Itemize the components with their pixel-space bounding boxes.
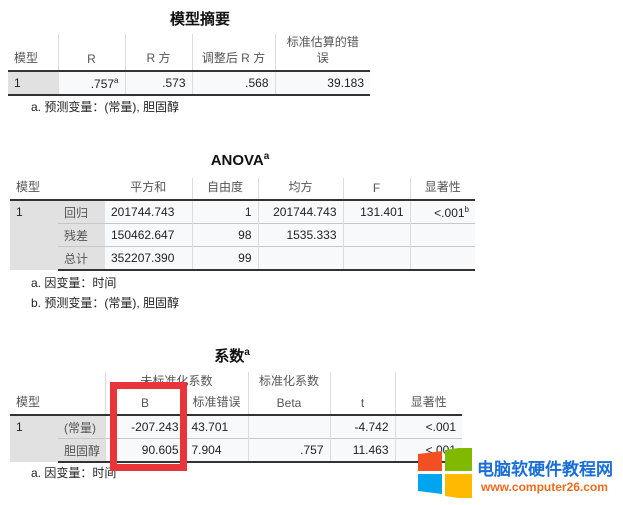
- se-value: 43.701: [184, 414, 249, 439]
- windows-logo-icon: [418, 448, 472, 498]
- header-se: 标准错误: [184, 393, 249, 416]
- anova-footnote-a: a. 因变量：时间: [31, 276, 117, 290]
- coefficients-title: 系数a: [214, 347, 250, 365]
- r2-value: .573: [124, 70, 192, 96]
- highlight-box: [110, 382, 187, 471]
- ss-value: 150462.647: [105, 223, 192, 247]
- header-t: t: [329, 393, 396, 416]
- row-label: 总计: [58, 246, 105, 271]
- coefficients-table: 未标准化系数 标准化系数 模型 B 标准错误 Beta t 显著性 1 (常量)…: [10, 372, 463, 463]
- header-f: F: [342, 178, 410, 201]
- model-number: 1: [10, 199, 58, 270]
- table-row: 1 回归 201744.743 1 201744.743 131.401 <.0…: [10, 199, 475, 270]
- header-ss: 平方和: [105, 178, 192, 201]
- header-b: B: [104, 393, 185, 416]
- header-r: R: [57, 34, 125, 72]
- header-model: 模型: [10, 393, 58, 416]
- row-label: (常量): [58, 414, 105, 439]
- header-sig: 显著性: [394, 393, 463, 416]
- adj-r2-value: .568: [191, 70, 275, 96]
- f-value: [342, 246, 410, 271]
- df-value: 1: [191, 199, 258, 224]
- header-blank: [394, 372, 463, 393]
- t-value: -4.742: [329, 414, 396, 439]
- df-value: 98: [191, 223, 258, 247]
- header-ms: 均方: [257, 178, 343, 201]
- header-blank: [58, 393, 105, 416]
- row-label: 胆固醇: [58, 438, 105, 463]
- se-value: 39.183: [274, 70, 370, 96]
- t-value: 11.463: [329, 438, 396, 463]
- model-number: 1: [10, 414, 58, 462]
- watermark-name: 电脑软硬件教程网: [477, 460, 613, 479]
- r-value: .757a: [57, 70, 125, 96]
- model-number: 1: [8, 70, 58, 96]
- header-blank: [58, 178, 105, 201]
- sig-value: [409, 223, 475, 247]
- header-model: 模型: [10, 178, 58, 201]
- b-value: -207.243: [104, 414, 185, 439]
- f-value: [342, 223, 410, 247]
- model-summary-table: 模型 R R 方 调整后 R 方 标准估算的错误 1 .757a .573 .5…: [8, 34, 370, 96]
- logo-pane-yellow: [445, 474, 472, 498]
- sig-value: <.001b: [409, 199, 475, 224]
- header-se: 标准估算的错误: [274, 34, 370, 72]
- anova-table: 模型 平方和 自由度 均方 F 显著性 1 回归 201744.743 1 20…: [10, 178, 475, 271]
- row-label: 回归: [58, 199, 105, 224]
- watermark-url: www.computer26.com: [481, 480, 608, 494]
- header-adj-r2: 调整后 R 方: [191, 34, 275, 72]
- sig-value: <.001: [394, 414, 463, 439]
- logo-pane-blue: [418, 474, 442, 494]
- df-value: 99: [191, 246, 258, 271]
- model-summary-footnote: a. 预测变量：(常量), 胆固醇: [31, 100, 180, 114]
- f-value: 131.401: [342, 199, 410, 224]
- header-df: 自由度: [191, 178, 258, 201]
- beta-value: .757: [247, 438, 331, 463]
- sig-value: [409, 246, 475, 271]
- anova-title: ANOVAa: [210, 151, 270, 169]
- ss-value: 352207.390: [105, 246, 192, 271]
- header-blank: [329, 372, 396, 393]
- header-sig: 显著性: [409, 178, 475, 201]
- ms-value: [257, 246, 343, 271]
- logo-pane-green: [445, 448, 472, 471]
- header-model: 模型: [8, 34, 58, 72]
- table-row: 1 (常量) -207.243 43.701 -4.742 <.001: [10, 414, 463, 462]
- ms-value: 1535.333: [257, 223, 343, 247]
- model-summary-title: 模型摘要: [169, 11, 230, 28]
- coefficients-footnote: a. 因变量：时间: [31, 466, 117, 480]
- se-value: 7.904: [184, 438, 249, 463]
- table-row: 总计 352207.390 99: [10, 246, 475, 271]
- b-value: 90.605: [104, 438, 185, 463]
- table-row: 残差 150462.647 98 1535.333: [10, 223, 475, 247]
- table-row: 胆固醇 90.605 7.904 .757 11.463 <.001: [10, 438, 463, 463]
- ss-value: 201744.743: [105, 199, 192, 224]
- header-blank: [58, 372, 105, 393]
- row-label: 残差: [58, 223, 105, 247]
- header-standardized: 标准化系数: [247, 372, 331, 393]
- beta-value: [247, 414, 331, 439]
- anova-footnote-b: b. 预测变量：(常量), 胆固醇: [31, 296, 180, 310]
- header-blank: [10, 372, 58, 393]
- header-beta: Beta: [247, 393, 331, 416]
- ms-value: 201744.743: [257, 199, 343, 224]
- logo-pane-red: [418, 451, 442, 471]
- header-r2: R 方: [124, 34, 192, 72]
